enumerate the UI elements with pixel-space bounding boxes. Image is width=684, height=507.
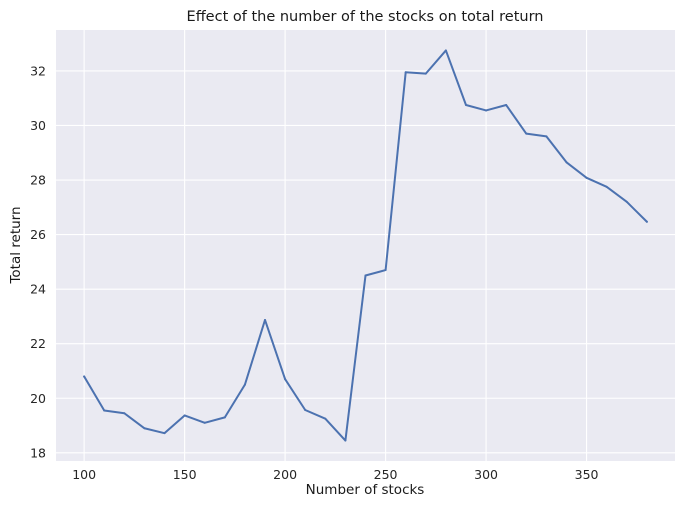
data-point bbox=[163, 432, 166, 435]
plot-background bbox=[56, 30, 675, 461]
y-tick-label: 24 bbox=[30, 282, 46, 297]
x-tick-label: 200 bbox=[273, 467, 297, 482]
data-point bbox=[384, 269, 387, 272]
data-point bbox=[284, 378, 287, 381]
data-point bbox=[364, 274, 367, 277]
y-tick-label: 28 bbox=[30, 173, 46, 188]
data-point bbox=[183, 414, 186, 417]
data-point bbox=[585, 176, 588, 179]
x-tick-label: 300 bbox=[474, 467, 498, 482]
data-point bbox=[464, 104, 467, 107]
data-point bbox=[424, 72, 427, 75]
data-point bbox=[143, 427, 146, 430]
data-point bbox=[243, 383, 246, 386]
chart-title: Effect of the number of the stocks on to… bbox=[187, 9, 544, 25]
x-axis-label: Number of stocks bbox=[306, 482, 425, 498]
data-point bbox=[324, 417, 327, 420]
grid-lines bbox=[56, 30, 675, 461]
data-point bbox=[525, 132, 528, 135]
y-axis-label: Total return bbox=[8, 206, 24, 284]
y-tick-label: 22 bbox=[30, 336, 46, 351]
data-point bbox=[565, 161, 568, 164]
y-tick-labels: 18 20 22 24 26 28 30 32 bbox=[30, 63, 46, 460]
data-point bbox=[545, 135, 548, 138]
data-point bbox=[605, 185, 608, 188]
series-layer bbox=[83, 49, 648, 442]
x-tick-labels: 100 150 200 250 300 350 bbox=[72, 467, 598, 482]
data-point bbox=[203, 421, 206, 424]
data-point bbox=[404, 71, 407, 74]
data-point bbox=[444, 49, 447, 52]
x-tick-label: 150 bbox=[173, 467, 197, 482]
data-point bbox=[625, 200, 628, 203]
data-point bbox=[485, 109, 488, 112]
data-point bbox=[123, 412, 126, 415]
data-point bbox=[304, 408, 307, 411]
y-tick-label: 30 bbox=[30, 118, 46, 133]
data-point bbox=[645, 220, 648, 223]
data-point bbox=[103, 409, 106, 412]
data-point bbox=[264, 318, 267, 321]
y-tick-label: 26 bbox=[30, 227, 46, 242]
data-point bbox=[83, 375, 86, 378]
data-point bbox=[505, 104, 508, 107]
y-tick-label: 18 bbox=[30, 445, 46, 460]
x-tick-label: 100 bbox=[72, 467, 96, 482]
data-point bbox=[344, 439, 347, 442]
y-tick-label: 20 bbox=[30, 391, 46, 406]
y-tick-label: 32 bbox=[30, 63, 46, 78]
data-point bbox=[223, 416, 226, 419]
x-tick-label: 350 bbox=[575, 467, 599, 482]
x-tick-label: 250 bbox=[374, 467, 398, 482]
